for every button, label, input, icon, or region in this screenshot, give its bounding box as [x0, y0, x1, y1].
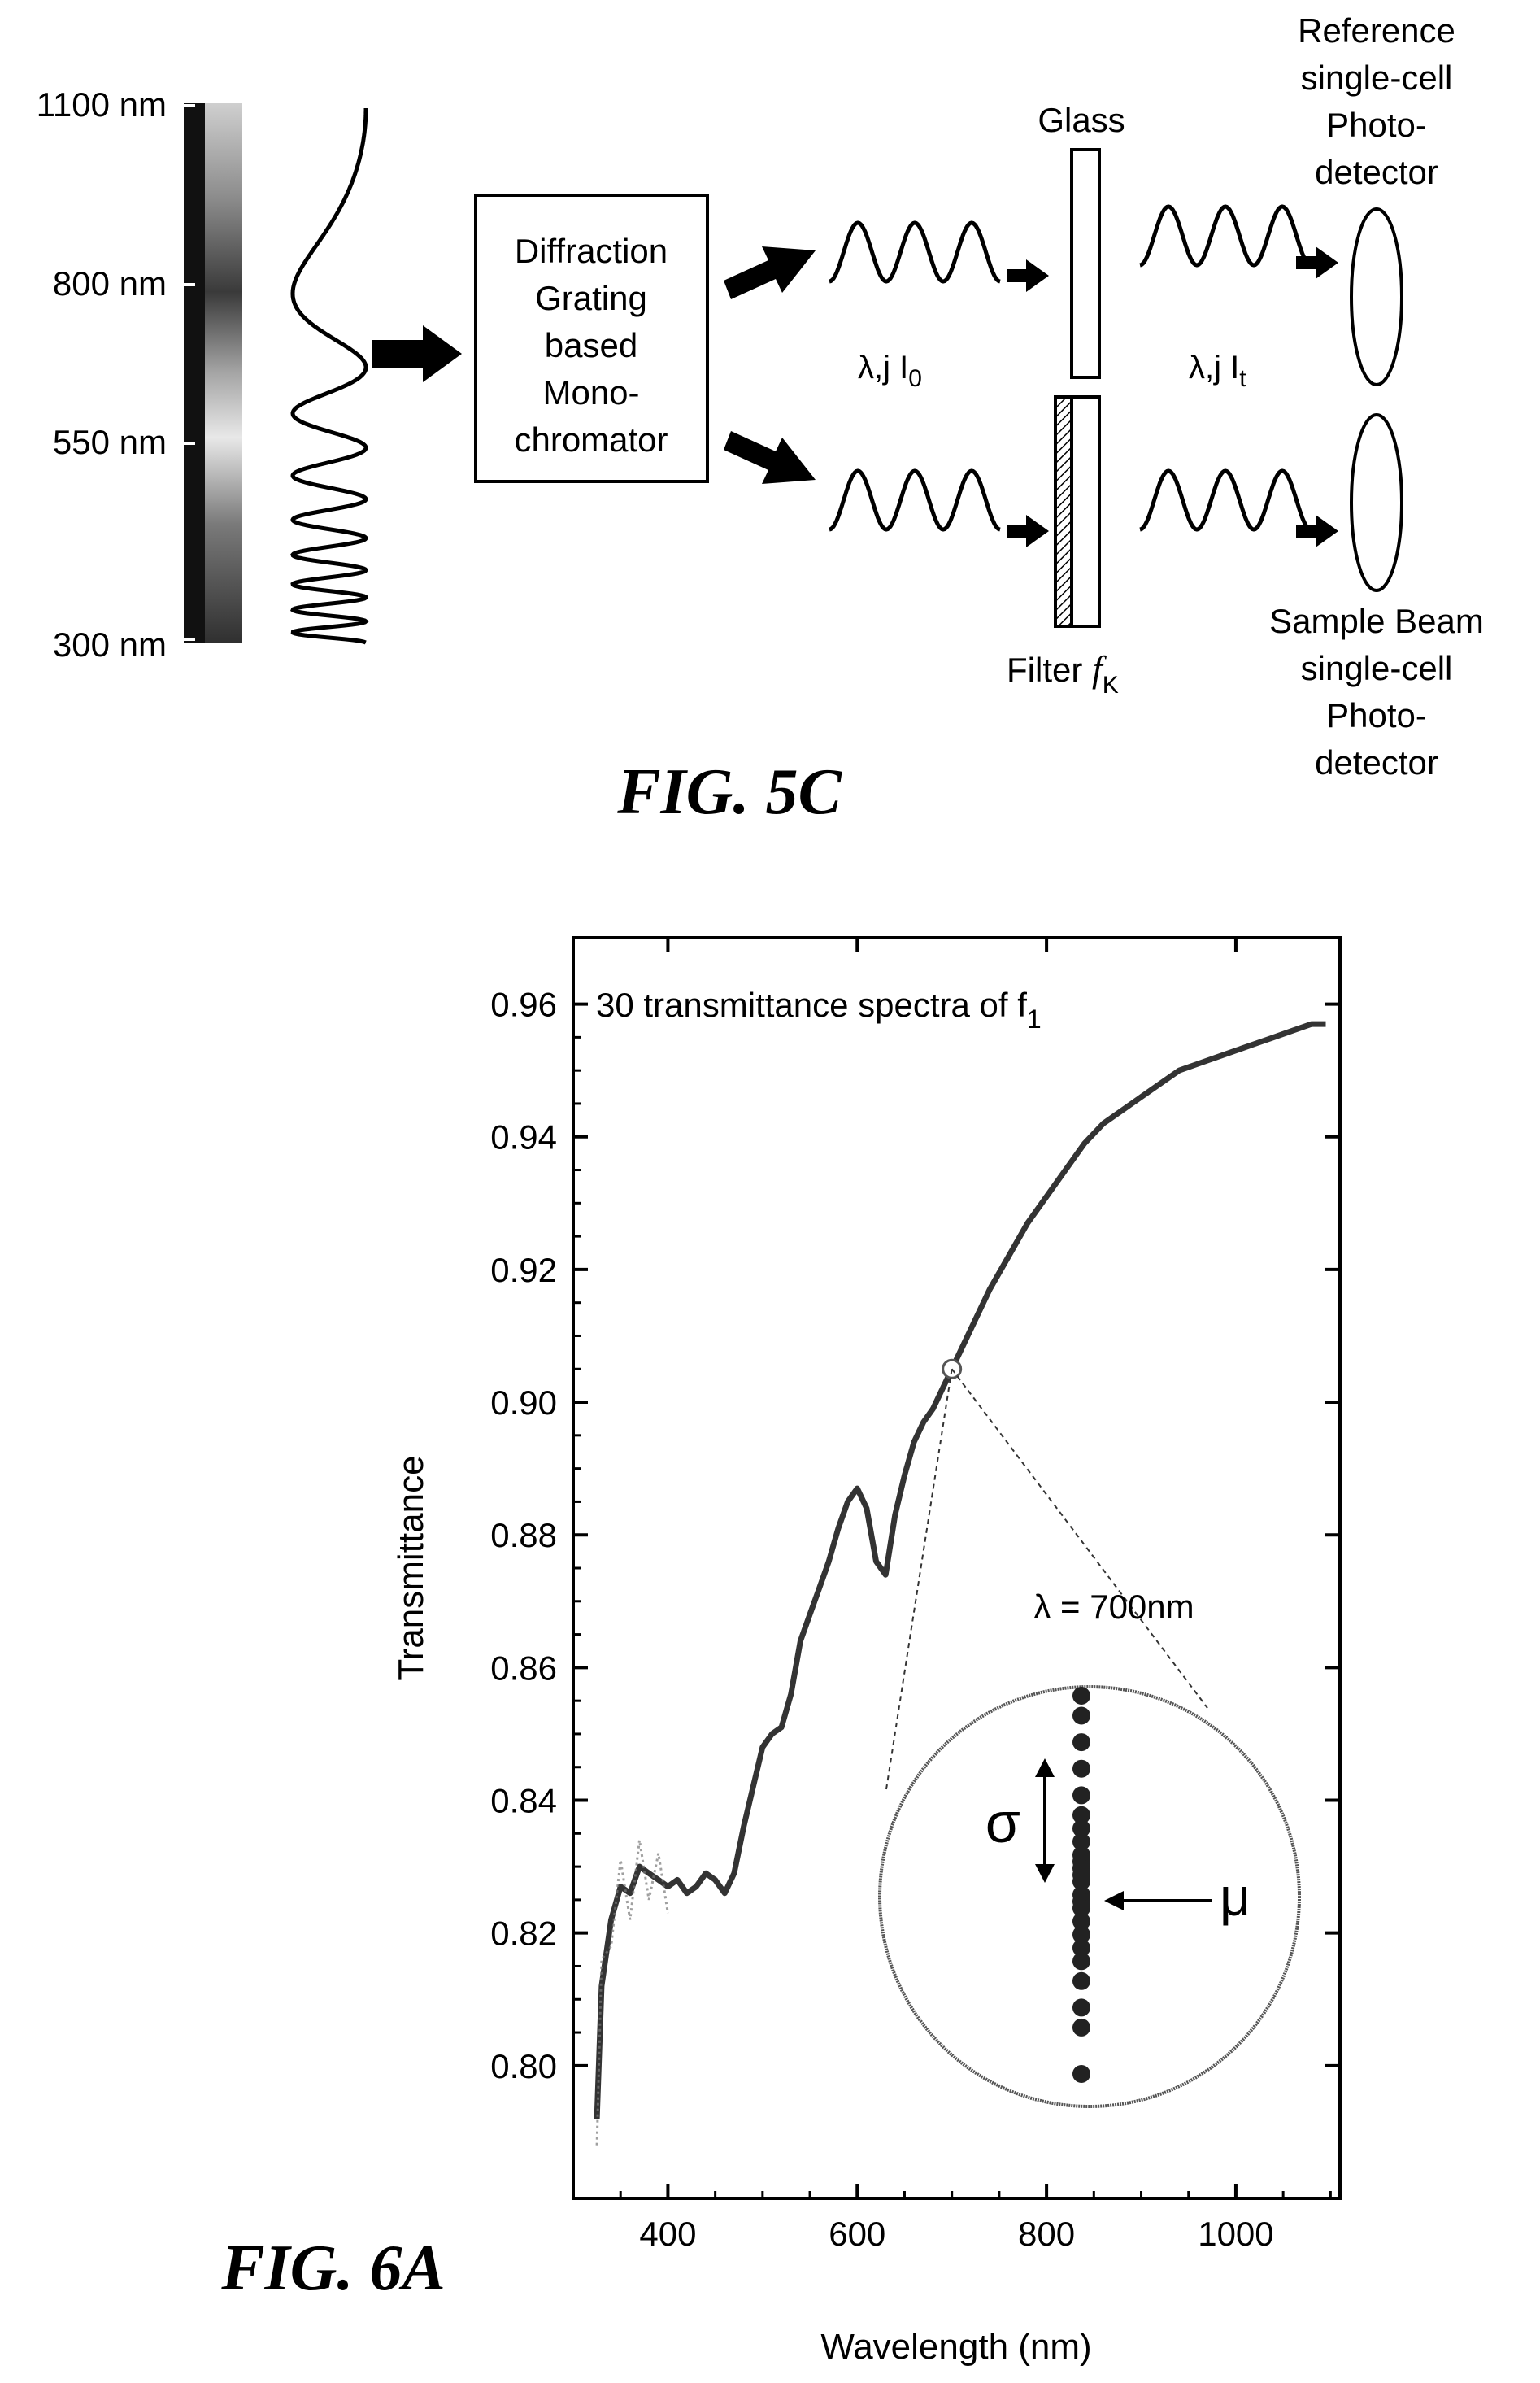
wavelength-annotation: λ = 700nm	[1033, 1588, 1194, 1626]
y-tick-label: 0.88	[490, 1516, 557, 1554]
fig5c-diagram: 1100 nm 800 nm 550 nm 300 nm Diffraction…	[37, 11, 1484, 828]
y-tick-label: 0.92	[490, 1251, 557, 1289]
scale-label-550: 550 nm	[53, 423, 167, 461]
zoom-guide-line-2	[951, 1368, 1208, 1709]
inset-sample-dot	[1072, 1971, 1090, 1990]
input-arrow-icon	[372, 325, 462, 382]
inset-sample-dot	[1072, 1998, 1090, 2017]
inset-sample-dot	[1072, 1706, 1090, 1725]
transmitted-arrow-upper-icon	[1296, 246, 1338, 279]
monochromator-line-3: based	[545, 326, 637, 364]
inset-sample-dot	[1072, 1806, 1090, 1824]
scale-label-300: 300 nm	[53, 625, 167, 664]
scale-label-1100: 1100 nm	[37, 85, 167, 124]
scale-ticks	[184, 104, 195, 641]
x-axis-ticks: 400 600 800 1000	[619, 938, 1332, 2253]
incident-wave-upper	[829, 220, 1001, 284]
svg-text:single-cell: single-cell	[1301, 649, 1453, 687]
inset-sample-dot	[1072, 1819, 1090, 1838]
lower-beam-arrow-icon	[724, 431, 816, 484]
y-tick-label: 0.82	[490, 1915, 557, 1953]
y-tick-label: 0.90	[490, 1383, 557, 1422]
incident-arrow-lower-icon	[1007, 515, 1049, 547]
sample-photodetector	[1350, 413, 1403, 592]
upper-beam-arrow-icon	[724, 246, 816, 299]
x-tick-label: 1000	[1198, 2215, 1273, 2253]
monochromator-line-2: Grating	[535, 279, 647, 317]
fig5c-caption: FIG. 5C	[616, 756, 842, 828]
sigma-double-arrow-icon	[1035, 1758, 1055, 1883]
svg-text:detector: detector	[1315, 743, 1438, 782]
inset-sample-dot	[1072, 1939, 1090, 1957]
inset-sample-dot	[1072, 1687, 1090, 1705]
sample-detector-label: Sample Beam single-cell Photo- detector	[1269, 602, 1484, 782]
x-tick-label: 400	[639, 2215, 696, 2253]
inset-sample-dot	[1072, 2065, 1090, 2083]
glass-label: Glass	[1038, 101, 1125, 139]
inset-sample-dot	[1072, 1899, 1090, 1918]
y-tick-label: 0.80	[490, 2047, 557, 2085]
inset-sample-dot	[1072, 1832, 1090, 1851]
x-tick-label: 600	[829, 2215, 885, 2253]
transmitted-wave-lower	[1139, 468, 1312, 532]
transmitted-wave-upper	[1139, 204, 1312, 268]
transmittance-series-line	[594, 1021, 1326, 2119]
x-axis-label: Wavelength (nm)	[820, 2327, 1091, 2367]
monochromator-box	[474, 194, 709, 483]
inset-sample-dot	[1072, 1786, 1090, 1805]
fig6a-chart: 0.80 0.82 0.84 0.86 0.88 0.90 0.92 0.94 0.96 400…	[220, 936, 1342, 2367]
y-tick-label: 0.86	[490, 1649, 557, 1687]
inset-sample-dots	[1072, 1687, 1090, 2083]
inset-sample-dot	[1072, 2018, 1090, 2037]
y-tick-label: 0.96	[490, 986, 557, 1024]
transmitted-intensity-label: λ,j It	[1189, 350, 1246, 392]
monochromator-line-4: Mono-	[542, 373, 639, 412]
svg-text:single-cell: single-cell	[1301, 59, 1453, 97]
y-tick-label: 0.94	[490, 1118, 557, 1157]
svg-text:Reference: Reference	[1298, 11, 1455, 50]
incident-wave-lower	[829, 468, 1001, 532]
inset-sample-dot	[1072, 1733, 1090, 1752]
filter-glass-slide	[1070, 395, 1101, 628]
monochromator-line-1: Diffraction	[515, 232, 668, 270]
incident-arrow-upper-icon	[1007, 259, 1049, 292]
y-tick-label: 0.84	[490, 1782, 557, 1820]
svg-text:Sample Beam: Sample Beam	[1269, 602, 1484, 640]
reference-photodetector	[1350, 207, 1403, 386]
filter-label: Filter fK	[1007, 648, 1119, 699]
svg-text:detector: detector	[1315, 153, 1438, 191]
monochromator-line-5: chromator	[514, 420, 668, 459]
spectrum-scale-bar	[184, 103, 205, 643]
chart-legend-title: 30 transmittance spectra of f1	[596, 986, 1042, 1034]
transmittance-series-noise	[595, 1840, 669, 2146]
glass-slide	[1070, 148, 1101, 379]
inset-sample-dot	[1072, 1912, 1090, 1931]
mu-label: μ	[1220, 1867, 1251, 1927]
incident-intensity-label: λ,j I0	[858, 350, 922, 392]
inset-sample-dot	[1072, 1925, 1090, 1944]
spectrum-gradient-bar	[205, 103, 242, 643]
scale-label-800: 800 nm	[53, 264, 167, 303]
svg-text:Photo-: Photo-	[1326, 106, 1427, 144]
broadband-light-wave	[290, 108, 369, 645]
y-axis-ticks: 0.80 0.82 0.84 0.86 0.88 0.90 0.92 0.94 0.96	[490, 986, 1340, 2085]
transmitted-arrow-lower-icon	[1296, 515, 1338, 547]
filter-coating	[1054, 395, 1073, 628]
x-tick-label: 800	[1018, 2215, 1075, 2253]
inset-sample-dot	[1072, 1952, 1090, 1971]
inset-sample-dot	[1072, 1759, 1090, 1778]
y-axis-label: Transmittance	[391, 1455, 431, 1680]
reference-detector-label: Reference single-cell Photo- detector	[1298, 11, 1455, 191]
mu-arrow-icon	[1104, 1891, 1212, 1910]
svg-text:Photo-: Photo-	[1326, 696, 1427, 734]
inset-sample-dot	[1072, 1872, 1090, 1891]
fig6a-caption: FIG. 6A	[220, 2233, 446, 2304]
sigma-label: σ	[985, 1791, 1020, 1854]
